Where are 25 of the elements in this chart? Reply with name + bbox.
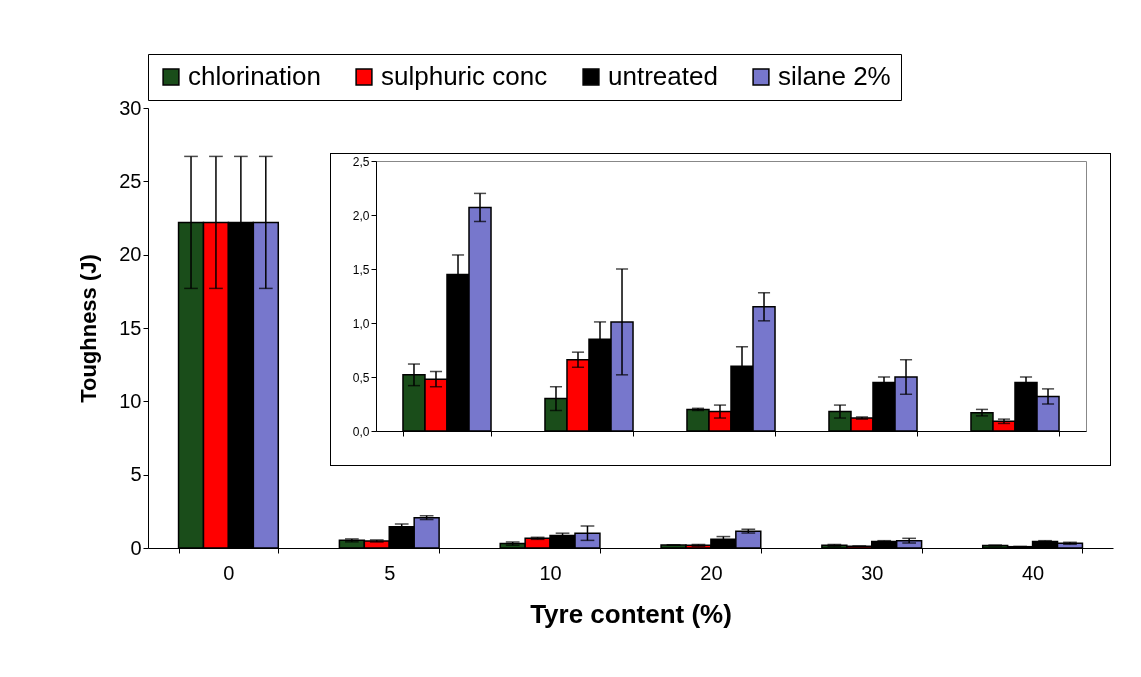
- x-tick-label: 40: [1021, 561, 1045, 584]
- y-tick-label: 5: [130, 463, 142, 486]
- y-tick-label: 15: [119, 316, 142, 339]
- y-tick-label: 25: [119, 169, 142, 192]
- y-axis-title: Toughness (J): [76, 254, 102, 403]
- legend-label: untreated: [608, 61, 718, 91]
- y-tick-label: 10: [119, 389, 142, 412]
- x-tick-label: 0: [223, 561, 235, 584]
- y-tick-label: 30: [119, 96, 142, 119]
- x-tick-label: 30: [861, 561, 884, 584]
- y-tick-label: 0,5: [352, 370, 370, 385]
- x-tick-label: 20: [700, 561, 723, 584]
- legend-label: sulphuric conc: [381, 61, 548, 91]
- x-tick-label: 10: [539, 561, 562, 584]
- y-tick-label: 1,0: [352, 316, 370, 331]
- y-tick-label: 2,5: [352, 154, 370, 169]
- legend-label: silane 2%: [778, 61, 891, 91]
- y-tick-label: 0,0: [352, 424, 370, 439]
- y-tick-label: 2,0: [352, 208, 370, 223]
- y-tick-label: 1,5: [352, 262, 370, 277]
- y-tick-label: 20: [119, 243, 142, 266]
- x-tick-label: 5: [384, 561, 396, 584]
- legend-label: chlorination: [188, 61, 321, 91]
- x-axis-title: Tyre content (%): [530, 598, 732, 629]
- y-tick-label: 0: [130, 536, 142, 559]
